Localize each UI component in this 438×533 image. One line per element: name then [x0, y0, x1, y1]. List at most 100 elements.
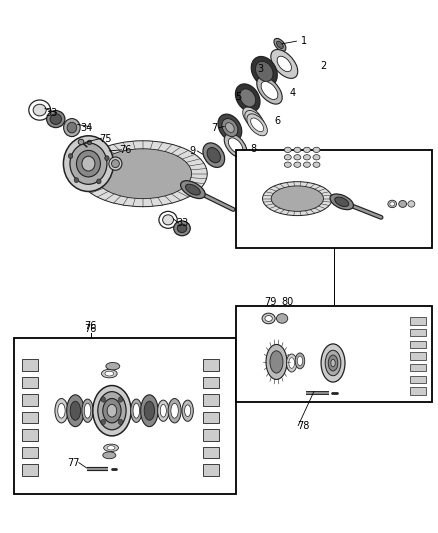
Bar	[237, 306, 432, 402]
Ellipse shape	[103, 452, 116, 459]
Ellipse shape	[245, 110, 265, 132]
Ellipse shape	[106, 362, 120, 370]
Ellipse shape	[247, 111, 259, 125]
Text: 8: 8	[251, 144, 257, 154]
Ellipse shape	[78, 141, 207, 207]
Ellipse shape	[284, 155, 291, 160]
Bar	[203, 464, 219, 476]
Ellipse shape	[105, 371, 114, 376]
Text: 80: 80	[282, 297, 294, 307]
Ellipse shape	[109, 157, 122, 170]
Ellipse shape	[270, 351, 283, 373]
Ellipse shape	[78, 139, 84, 144]
Ellipse shape	[286, 354, 297, 372]
Bar	[22, 359, 38, 371]
Ellipse shape	[101, 419, 106, 425]
Ellipse shape	[180, 181, 205, 198]
Ellipse shape	[159, 212, 177, 228]
Ellipse shape	[321, 344, 345, 382]
Bar	[410, 317, 426, 325]
Text: 78: 78	[298, 421, 310, 431]
Bar	[203, 359, 219, 371]
Ellipse shape	[276, 314, 288, 323]
Ellipse shape	[177, 224, 187, 232]
Ellipse shape	[331, 359, 335, 367]
Ellipse shape	[158, 400, 169, 421]
Ellipse shape	[276, 41, 283, 49]
Ellipse shape	[97, 179, 101, 184]
Ellipse shape	[131, 399, 142, 422]
Ellipse shape	[58, 403, 65, 418]
Bar	[22, 377, 38, 389]
Ellipse shape	[118, 419, 123, 425]
Ellipse shape	[162, 215, 173, 225]
Text: 33: 33	[176, 218, 188, 228]
Ellipse shape	[236, 84, 260, 112]
Text: 75: 75	[99, 134, 111, 144]
Ellipse shape	[313, 162, 320, 167]
Text: 1: 1	[301, 36, 307, 46]
Ellipse shape	[87, 140, 92, 145]
Ellipse shape	[399, 200, 406, 207]
Ellipse shape	[294, 162, 301, 167]
Text: 76: 76	[85, 324, 97, 334]
Ellipse shape	[330, 194, 353, 209]
Ellipse shape	[243, 107, 263, 129]
Ellipse shape	[257, 77, 282, 104]
Ellipse shape	[118, 397, 123, 402]
Ellipse shape	[284, 162, 291, 167]
Ellipse shape	[274, 38, 286, 51]
Ellipse shape	[50, 114, 61, 124]
Ellipse shape	[251, 118, 264, 132]
Ellipse shape	[226, 123, 234, 133]
Ellipse shape	[207, 148, 220, 163]
Ellipse shape	[249, 115, 261, 128]
Ellipse shape	[101, 397, 106, 402]
Ellipse shape	[222, 118, 238, 136]
Ellipse shape	[93, 385, 131, 436]
Text: 79: 79	[264, 297, 276, 307]
Bar	[203, 377, 219, 389]
Ellipse shape	[335, 197, 349, 207]
Ellipse shape	[67, 395, 84, 426]
Bar	[410, 387, 426, 395]
Text: 3: 3	[257, 64, 263, 74]
Bar	[22, 429, 38, 441]
Ellipse shape	[144, 401, 155, 420]
Ellipse shape	[255, 61, 273, 82]
Text: 77: 77	[67, 458, 79, 467]
Ellipse shape	[77, 150, 100, 177]
Ellipse shape	[304, 147, 311, 152]
Text: 7: 7	[212, 123, 218, 133]
Text: 2: 2	[320, 61, 327, 71]
Bar	[14, 338, 237, 495]
Ellipse shape	[294, 147, 301, 152]
Ellipse shape	[55, 399, 68, 423]
Ellipse shape	[160, 405, 166, 417]
Text: 5: 5	[236, 92, 242, 102]
Ellipse shape	[104, 444, 118, 451]
Ellipse shape	[295, 353, 305, 369]
Ellipse shape	[67, 122, 77, 133]
Ellipse shape	[185, 405, 191, 417]
Ellipse shape	[240, 89, 256, 107]
Ellipse shape	[224, 133, 247, 158]
Ellipse shape	[174, 221, 190, 236]
Bar	[22, 464, 38, 476]
Ellipse shape	[182, 400, 193, 421]
Text: 4: 4	[290, 87, 296, 98]
Ellipse shape	[328, 355, 338, 371]
Ellipse shape	[266, 344, 287, 379]
Ellipse shape	[297, 356, 303, 366]
Ellipse shape	[271, 186, 323, 212]
Ellipse shape	[218, 114, 242, 141]
Ellipse shape	[107, 405, 117, 417]
Bar	[410, 376, 426, 383]
Ellipse shape	[262, 182, 332, 216]
Ellipse shape	[70, 401, 81, 420]
Ellipse shape	[98, 392, 126, 430]
Bar	[203, 429, 219, 441]
Ellipse shape	[68, 154, 73, 158]
Ellipse shape	[388, 200, 396, 208]
Ellipse shape	[70, 143, 107, 184]
